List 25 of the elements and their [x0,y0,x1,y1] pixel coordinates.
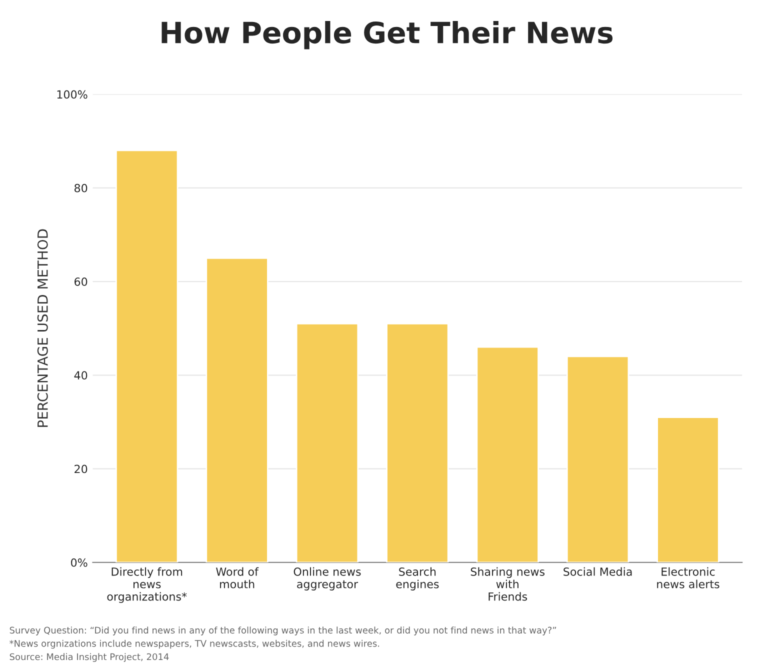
y-tick-label: 20 [74,464,88,474]
y-tick-label: 80 [74,184,88,192]
bar [116,150,178,562]
text: Survey Question: “Did you find news in any of the following ways in the last week, or did you not find news in that way?” [10,626,556,636]
x-tick-label: Search engines [396,567,439,590]
text: *News orgnizations include newspapers, TV newscasts, websites, and news wires. [10,640,380,649]
bar [386,322,449,562]
x-tick-label: Word of mouth [216,567,259,588]
x-tick-label: Sharing news with Friends [470,567,545,601]
bar [476,346,539,562]
x-tick-label: Social Media [564,567,632,576]
source-note: Source: Media Insight Project, 2014 [10,653,169,662]
bar [566,356,630,562]
y-tick-label: 0% [71,558,88,567]
x-tick-label: Online news aggregator [294,567,361,590]
x-tick-label: Electronic news alerts [657,567,720,588]
y-tick-label: 40 [74,371,88,380]
y-axis-title: PERCENTAGE USED METHOD [37,229,48,427]
bar [296,322,359,562]
y-tick-label: 60 [74,278,88,286]
bar [206,257,268,562]
bar [656,416,720,562]
chart-title: How People Get Their News [162,21,613,50]
x-tick-label: Directly from news organizations* [107,567,187,603]
y-tick-label: 100% [57,90,88,99]
